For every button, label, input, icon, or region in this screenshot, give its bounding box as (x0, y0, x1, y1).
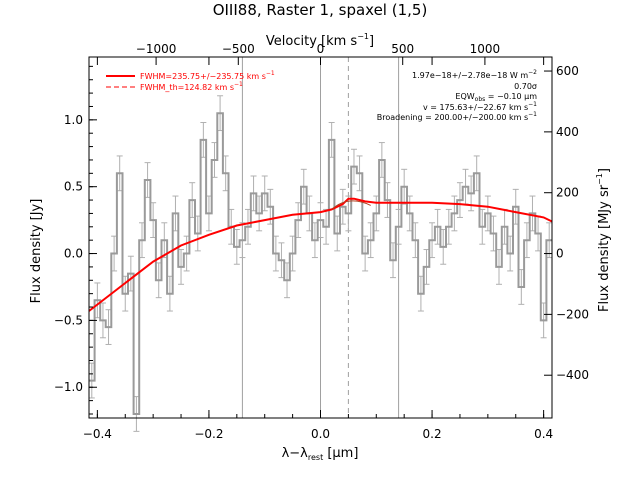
top-tick-label: 500 (391, 42, 414, 56)
annotation-velocity: v = 175.63+/−22.67 km s−1 (423, 101, 537, 112)
right-tick-label: 400 (556, 125, 579, 139)
x-tick-label: −0.2 (194, 427, 223, 441)
fit-annotations: 1.97e−18+/−2.78e−18 W m−2 0.70σ EQWobs =… (377, 69, 537, 122)
x-axis-label: λ−λrest [μm] (282, 446, 359, 462)
top-tick-label: 1000 (470, 42, 501, 56)
legend-fwhm-th-label: FWHM_th=124.82 km s−1 (140, 81, 243, 92)
top-axis-label: Velocity [km s−1] (266, 32, 374, 49)
right-tick-label: 200 (556, 186, 579, 200)
data-step-line (89, 112, 552, 415)
y-tick-label: 0.0 (64, 247, 83, 261)
annotation-sigma: 0.70σ (514, 82, 537, 91)
right-tick-label: 0 (556, 247, 564, 261)
right-tick-label: −200 (556, 307, 589, 321)
y-tick-label: 0.5 (64, 180, 83, 194)
top-tick-label: −500 (222, 42, 255, 56)
y-axis-label-left: Flux density [Jy] (29, 199, 44, 304)
annotation-eqw: EQWobs = −0.10 μm (455, 92, 537, 103)
x-tick-label: 0.2 (423, 427, 442, 441)
y-tick-label: 1.0 (64, 113, 83, 127)
plot-layer: −0.4 −0.2 0.0 0.2 0.4 −1000 −500 0 500 1000 −1.0 −0… (54, 42, 589, 441)
y-tick-label: −0.5 (54, 313, 83, 327)
fit-component (331, 200, 371, 210)
annotation-broadening: Broadening = 200.00+/−200.00 km s−1 (377, 111, 537, 122)
y-tick-label: −1.0 (54, 380, 83, 394)
legend: FWHM=235.75+/−235.75 km s−1 FWHM_th=124.… (106, 70, 275, 92)
x-tick-label: −0.4 (83, 427, 112, 441)
right-tick-label: −400 (556, 368, 589, 382)
x-tick-label: 0.0 (311, 427, 330, 441)
chart-title: OIII88, Raster 1, spaxel (1,5) (213, 1, 428, 19)
top-tick-label: −1000 (136, 42, 177, 56)
right-tick-label: 600 (556, 64, 579, 78)
legend-fwhm-label: FWHM=235.75+/−235.75 km s−1 (140, 70, 275, 81)
annotation-flux: 1.97e−18+/−2.78e−18 W m−2 (412, 69, 537, 80)
top-tick-label: 0 (317, 42, 325, 56)
y-axis-label-right: Flux density [MJy sr−1] (595, 168, 612, 312)
x-tick-label: 0.4 (534, 427, 553, 441)
